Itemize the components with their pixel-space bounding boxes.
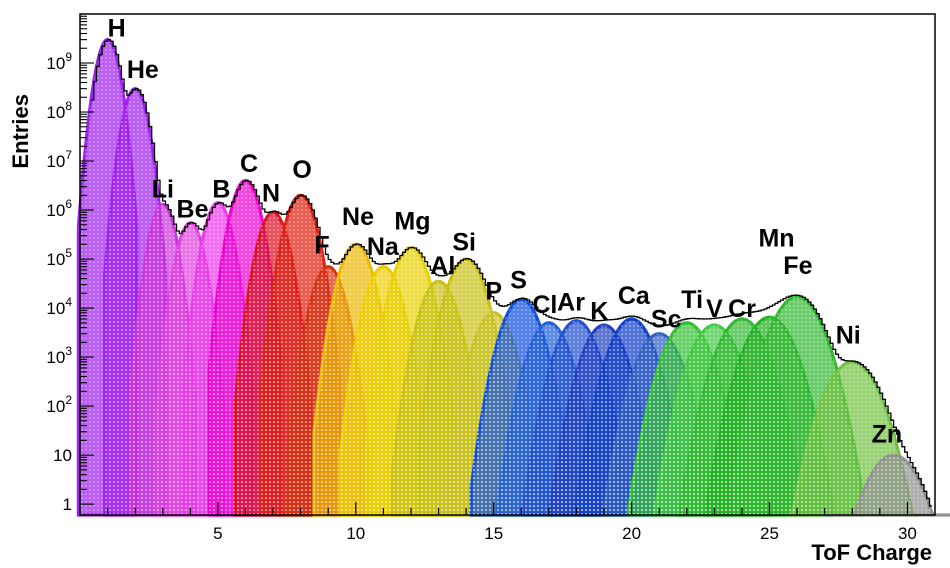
- peak-texture: [78, 39, 950, 516]
- element-label-o: O: [292, 156, 311, 184]
- element-label-s: S: [510, 267, 527, 295]
- y-axis-title: Entries: [8, 94, 33, 169]
- element-label-mn: Mn: [758, 225, 794, 253]
- x-tick-label: 5: [213, 524, 222, 543]
- element-label-be: Be: [177, 196, 209, 224]
- element-label-p: P: [485, 277, 502, 305]
- x-tick-label: 20: [622, 524, 641, 543]
- element-label-cl: Cl: [532, 291, 557, 319]
- element-label-ne: Ne: [342, 203, 374, 231]
- element-label-n: N: [262, 179, 280, 207]
- element-label-fe: Fe: [783, 252, 812, 280]
- element-label-mg: Mg: [394, 208, 430, 236]
- y-tick-label: 109: [46, 50, 72, 73]
- y-tick-label: 105: [46, 246, 72, 269]
- element-label-ni: Ni: [836, 321, 861, 349]
- element-label-na: Na: [367, 233, 400, 261]
- element-label-v: V: [706, 295, 723, 323]
- element-label-sc: Sc: [651, 306, 682, 334]
- y-tick-label: 103: [46, 344, 72, 367]
- plot-frame: [79, 13, 936, 516]
- element-label-ti: Ti: [681, 286, 703, 314]
- y-tick-label: 10: [53, 446, 72, 465]
- x-tick-label: 10: [346, 524, 365, 543]
- element-label-k: K: [590, 298, 608, 326]
- y-tick-label: 106: [46, 197, 72, 220]
- element-label-ca: Ca: [618, 282, 651, 310]
- y-tick-label: 107: [46, 148, 72, 171]
- element-label-al: Al: [430, 252, 455, 280]
- element-label-zn: Zn: [872, 421, 903, 449]
- element-label-he: He: [127, 56, 159, 84]
- y-tick-label: 108: [46, 99, 72, 122]
- element-label-ar: Ar: [557, 288, 585, 316]
- element-label-h: H: [108, 14, 126, 42]
- element-label-b: B: [212, 176, 230, 204]
- x-axis: 5 10 15 20 25 30: [106, 502, 917, 543]
- y-tick-label: 1: [63, 495, 72, 514]
- total-histogram-line: [91, 38, 933, 507]
- x-axis-title: ToF Charge: [811, 540, 932, 565]
- element-label-cr: Cr: [728, 295, 756, 323]
- element-label-li: Li: [152, 176, 174, 204]
- element-label-f: F: [314, 231, 329, 259]
- y-tick-label: 104: [46, 295, 72, 318]
- y-tick-label: 102: [46, 393, 72, 416]
- x-tick-label: 25: [760, 524, 779, 543]
- element-label-c: C: [240, 150, 258, 178]
- element-label-si: Si: [452, 228, 476, 256]
- x-tick-label: 30: [898, 524, 917, 543]
- peak-texture-zn: [824, 455, 950, 515]
- x-tick-label: 15: [484, 524, 503, 543]
